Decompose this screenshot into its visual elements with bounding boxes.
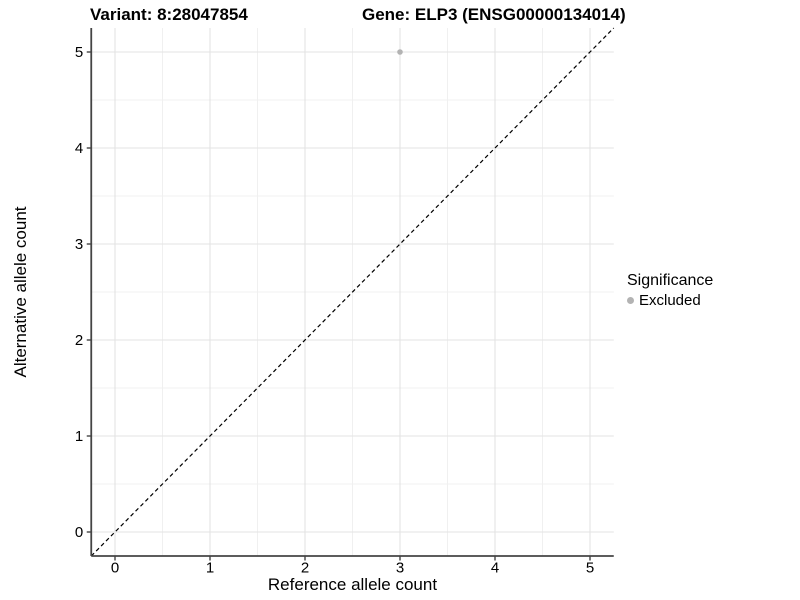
legend-title: Significance	[627, 272, 714, 289]
x-tick-label: 3	[396, 560, 404, 577]
data-point	[397, 49, 403, 55]
x-axis-title: Reference allele count	[267, 575, 438, 594]
y-tick-label: 1	[75, 428, 83, 445]
y-tick-label: 0	[75, 524, 83, 541]
variant-title: Variant: 8:28047854	[90, 5, 248, 24]
excluded-point-icon	[627, 297, 634, 304]
x-tick-label: 0	[111, 560, 119, 577]
gene-title: Gene: ELP3 (ENSG00000134014)	[362, 5, 626, 24]
x-tick-label: 2	[301, 560, 309, 577]
x-tick-label: 1	[206, 560, 214, 577]
identity-reference-line	[90, 27, 615, 557]
x-tick-label: 5	[586, 560, 594, 577]
y-tick-label: 4	[75, 140, 83, 157]
legend: Significance Excluded	[627, 272, 713, 309]
y-axis-title: Alternative allele count	[11, 206, 30, 378]
y-tick-label: 5	[75, 44, 83, 61]
x-tick-label: 4	[491, 560, 499, 577]
y-tick-label: 2	[75, 332, 83, 349]
legend-item-label: Excluded	[639, 292, 701, 309]
legend-item-excluded: Excluded	[627, 292, 713, 309]
y-tick-label: 3	[75, 236, 83, 253]
